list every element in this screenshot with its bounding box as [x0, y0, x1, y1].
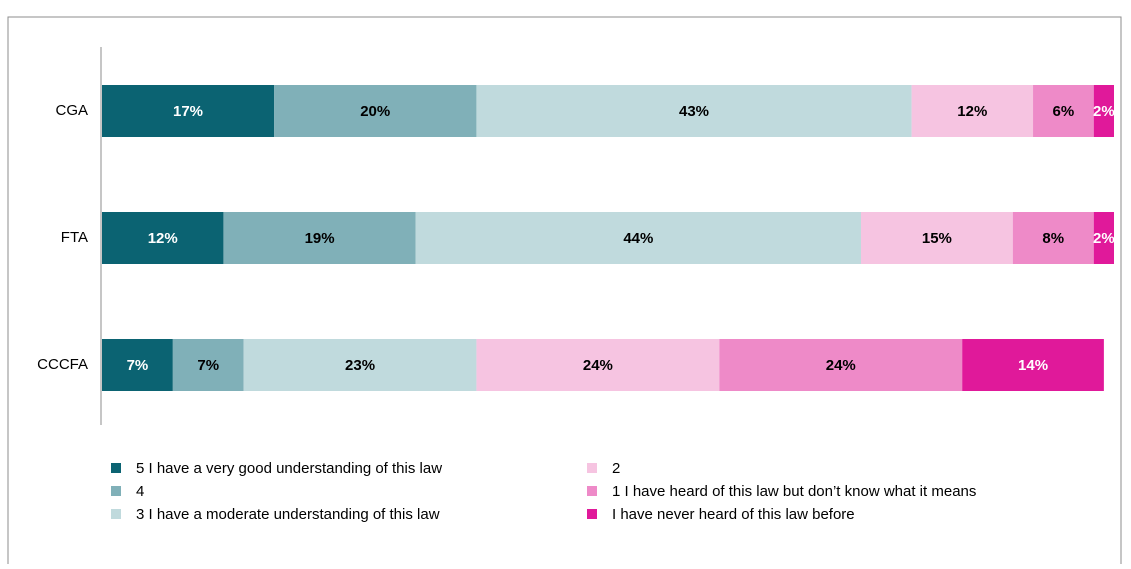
- legend-label: 1 I have heard of this law but don’t kno…: [612, 483, 976, 500]
- value-label: 2%: [1093, 103, 1115, 120]
- bar-segment: [911, 85, 1034, 137]
- bar-segment: [243, 339, 477, 391]
- bar-segment: [102, 339, 173, 391]
- bar-segment: [1093, 212, 1114, 264]
- value-label: 19%: [305, 230, 335, 247]
- bar-segment: [476, 339, 720, 391]
- value-label: 17%: [173, 103, 203, 120]
- category-label: CCCFA: [37, 356, 88, 373]
- bar-segment: [1012, 212, 1094, 264]
- value-label: 20%: [360, 103, 390, 120]
- bar-segment: [719, 339, 963, 391]
- value-label: 8%: [1042, 230, 1064, 247]
- value-label: 14%: [1018, 357, 1048, 374]
- value-label: 12%: [148, 230, 178, 247]
- legend-label: 2: [612, 460, 620, 477]
- legend-label: 4: [136, 483, 144, 500]
- legend-label: 3 I have a moderate understanding of thi…: [136, 506, 440, 523]
- value-label: 43%: [679, 103, 709, 120]
- bar-segment: [861, 212, 1013, 264]
- category-label: FTA: [61, 229, 88, 246]
- value-label: 24%: [583, 357, 613, 374]
- value-label: 6%: [1053, 103, 1075, 120]
- bar-segment: [274, 85, 477, 137]
- frame: [7, 16, 1122, 564]
- legend-swatch: [587, 486, 597, 496]
- bar-segment: [1093, 85, 1114, 137]
- value-label: 23%: [345, 357, 375, 374]
- bar-segment: [172, 339, 244, 391]
- value-label: 7%: [127, 357, 149, 374]
- legend-swatch: [587, 463, 597, 473]
- legend-swatch: [111, 486, 121, 496]
- legend-swatch: [111, 509, 121, 519]
- legend-swatch: [111, 463, 121, 473]
- legend-swatch: [587, 509, 597, 519]
- value-label: 15%: [922, 230, 952, 247]
- bar-segment: [102, 212, 224, 264]
- value-label: 7%: [197, 357, 219, 374]
- bar-segment: [415, 212, 861, 264]
- bar-segment: [223, 212, 416, 264]
- legend-label: I have never heard of this law before: [612, 506, 855, 523]
- bar-segment: [962, 339, 1104, 391]
- bar-segment: [1033, 85, 1094, 137]
- legend-label: 5 I have a very good understanding of th…: [136, 460, 442, 477]
- category-label: CGA: [55, 102, 88, 119]
- bar-segment: [102, 85, 275, 137]
- value-label: 44%: [623, 230, 653, 247]
- value-label: 2%: [1093, 230, 1115, 247]
- bar-segment: [476, 85, 912, 137]
- value-label: 24%: [826, 357, 856, 374]
- value-label: 12%: [957, 103, 987, 120]
